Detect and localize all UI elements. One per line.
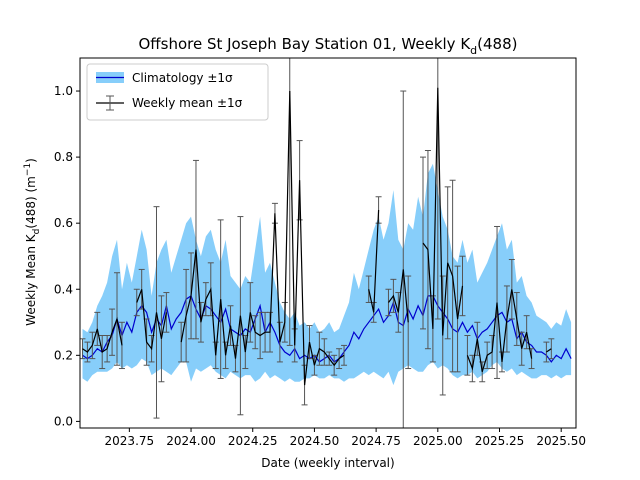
weekly-mean-line: [82, 316, 123, 353]
legend: Climatology ±1σ Weekly mean ±1σ: [86, 63, 269, 121]
weekly-errorbar: [163, 292, 170, 333]
legend-weekly-label: Weekly mean ±1σ: [132, 96, 243, 110]
climatology-line-layer: [82, 294, 572, 363]
weekly-mean-line: [422, 87, 464, 336]
x-tick-label: 2023.75: [105, 434, 155, 448]
weekly-errorbar: [543, 341, 550, 363]
x-axis: 2023.75 2024.00 2024.25 2024.50 2024.75 2025.…: [105, 428, 586, 448]
weekly-line-layer: [82, 87, 552, 386]
y-tick-label: 0.2: [54, 348, 73, 362]
weekly-mean-line: [136, 289, 167, 351]
weekly-errorbar: [118, 321, 125, 370]
y-tick-label: 0.6: [54, 216, 73, 230]
weekly-mean-line: [546, 348, 552, 353]
y-tick-label: 1.0: [54, 84, 73, 98]
x-tick-label: 2024.25: [228, 434, 278, 448]
y-axis: 0.0 0.2 0.4 0.6 0.8 1.0: [54, 84, 80, 428]
y-tick-label: 0.4: [54, 282, 73, 296]
weekly-errorbar: [548, 338, 555, 360]
weekly-mean-line: [180, 90, 345, 386]
weekly-mean-line: [466, 289, 533, 372]
y-tick-label: 0.0: [54, 414, 73, 428]
weekly-errorbar: [341, 344, 348, 366]
x-tick-label: 2025.25: [475, 434, 525, 448]
weekly-errorbar: [400, 90, 407, 428]
climatology-band: [82, 163, 572, 386]
weekly-mean-line: [388, 269, 409, 323]
weekly-mean-line: [368, 209, 380, 313]
axes-frame: [79, 57, 577, 429]
legend-climatology-label: Climatology ±1σ: [132, 71, 233, 85]
climatology-band-layer: [82, 163, 572, 386]
x-tick-label: 2024.50: [290, 434, 340, 448]
climatology-mean-line: [82, 294, 572, 363]
x-axis-label: Date (weekly interval): [261, 456, 394, 470]
y-tick-label: 0.8: [54, 150, 73, 164]
x-tick-label: 2025.00: [413, 434, 463, 448]
y-axis-label: Weekly Mean Kd(488) (m−1): [23, 158, 42, 326]
x-tick-label: 2025.50: [536, 434, 586, 448]
legend-frame: [86, 63, 269, 121]
x-tick-label: 2024.75: [351, 434, 401, 448]
plot-area: [79, 58, 572, 428]
chart-title: Offshore St Joseph Bay Station 01, Weekl…: [138, 35, 517, 57]
x-tick-label: 2024.00: [166, 434, 216, 448]
